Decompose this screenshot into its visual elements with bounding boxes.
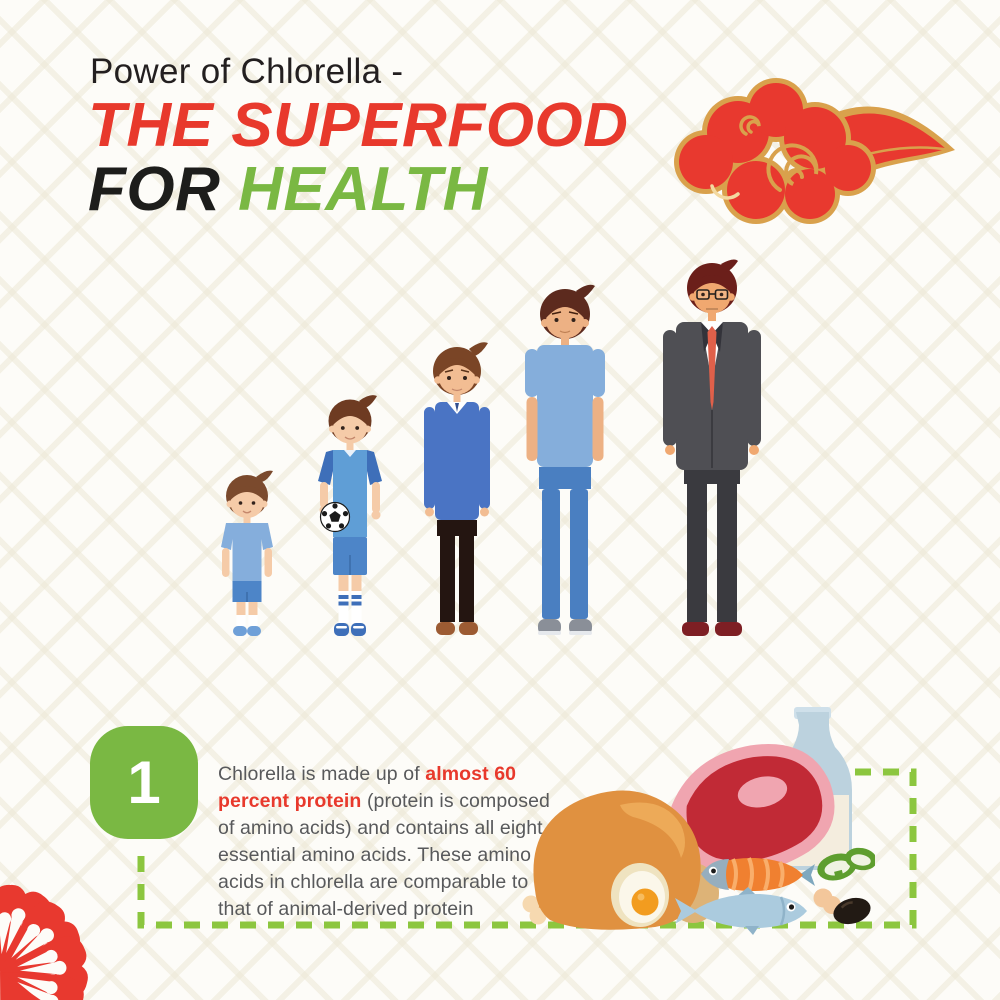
blossom-petals bbox=[0, 884, 88, 1000]
cloud-body bbox=[674, 78, 876, 224]
steak-icon bbox=[671, 744, 835, 874]
fact-text-highlight: almost 60 percent protein bbox=[218, 762, 517, 812]
fact-number: 1 bbox=[127, 749, 161, 816]
page-title: THE SUPERFOOD FOR HEALTH bbox=[88, 94, 788, 222]
figure-toddler bbox=[221, 470, 273, 636]
protein-foods-illustration bbox=[522, 707, 875, 935]
growth-figures-illustration bbox=[221, 259, 761, 636]
beans-icon bbox=[813, 888, 871, 925]
fact-paragraph: Chlorella is made up of almost 60 percen… bbox=[218, 761, 556, 923]
figure-teenager bbox=[424, 342, 490, 635]
title-red: THE SUPERFOOD bbox=[88, 91, 629, 160]
plum-blossom-icon bbox=[0, 884, 88, 1000]
figure-young-adult bbox=[525, 284, 605, 635]
title-for: FOR bbox=[88, 155, 221, 224]
title-health: HEALTH bbox=[238, 155, 488, 224]
fact-text-before: Chlorella is made up of bbox=[218, 762, 426, 785]
figure-boy bbox=[318, 395, 382, 636]
fact-text-after: (protein is composed of amino acids) and… bbox=[218, 789, 550, 920]
fact-number-badge: 1 bbox=[90, 726, 198, 839]
figure-adult-man bbox=[663, 259, 761, 636]
boiled-egg-icon bbox=[611, 863, 669, 927]
oriental-cloud-icon bbox=[674, 78, 955, 224]
fish-icon bbox=[675, 887, 807, 935]
salmon-icon bbox=[701, 857, 815, 892]
mushroom-slices-icon bbox=[817, 847, 875, 881]
soccer-ball-icon bbox=[319, 501, 351, 533]
kicker-title: Power of Chlorella - bbox=[90, 52, 404, 91]
